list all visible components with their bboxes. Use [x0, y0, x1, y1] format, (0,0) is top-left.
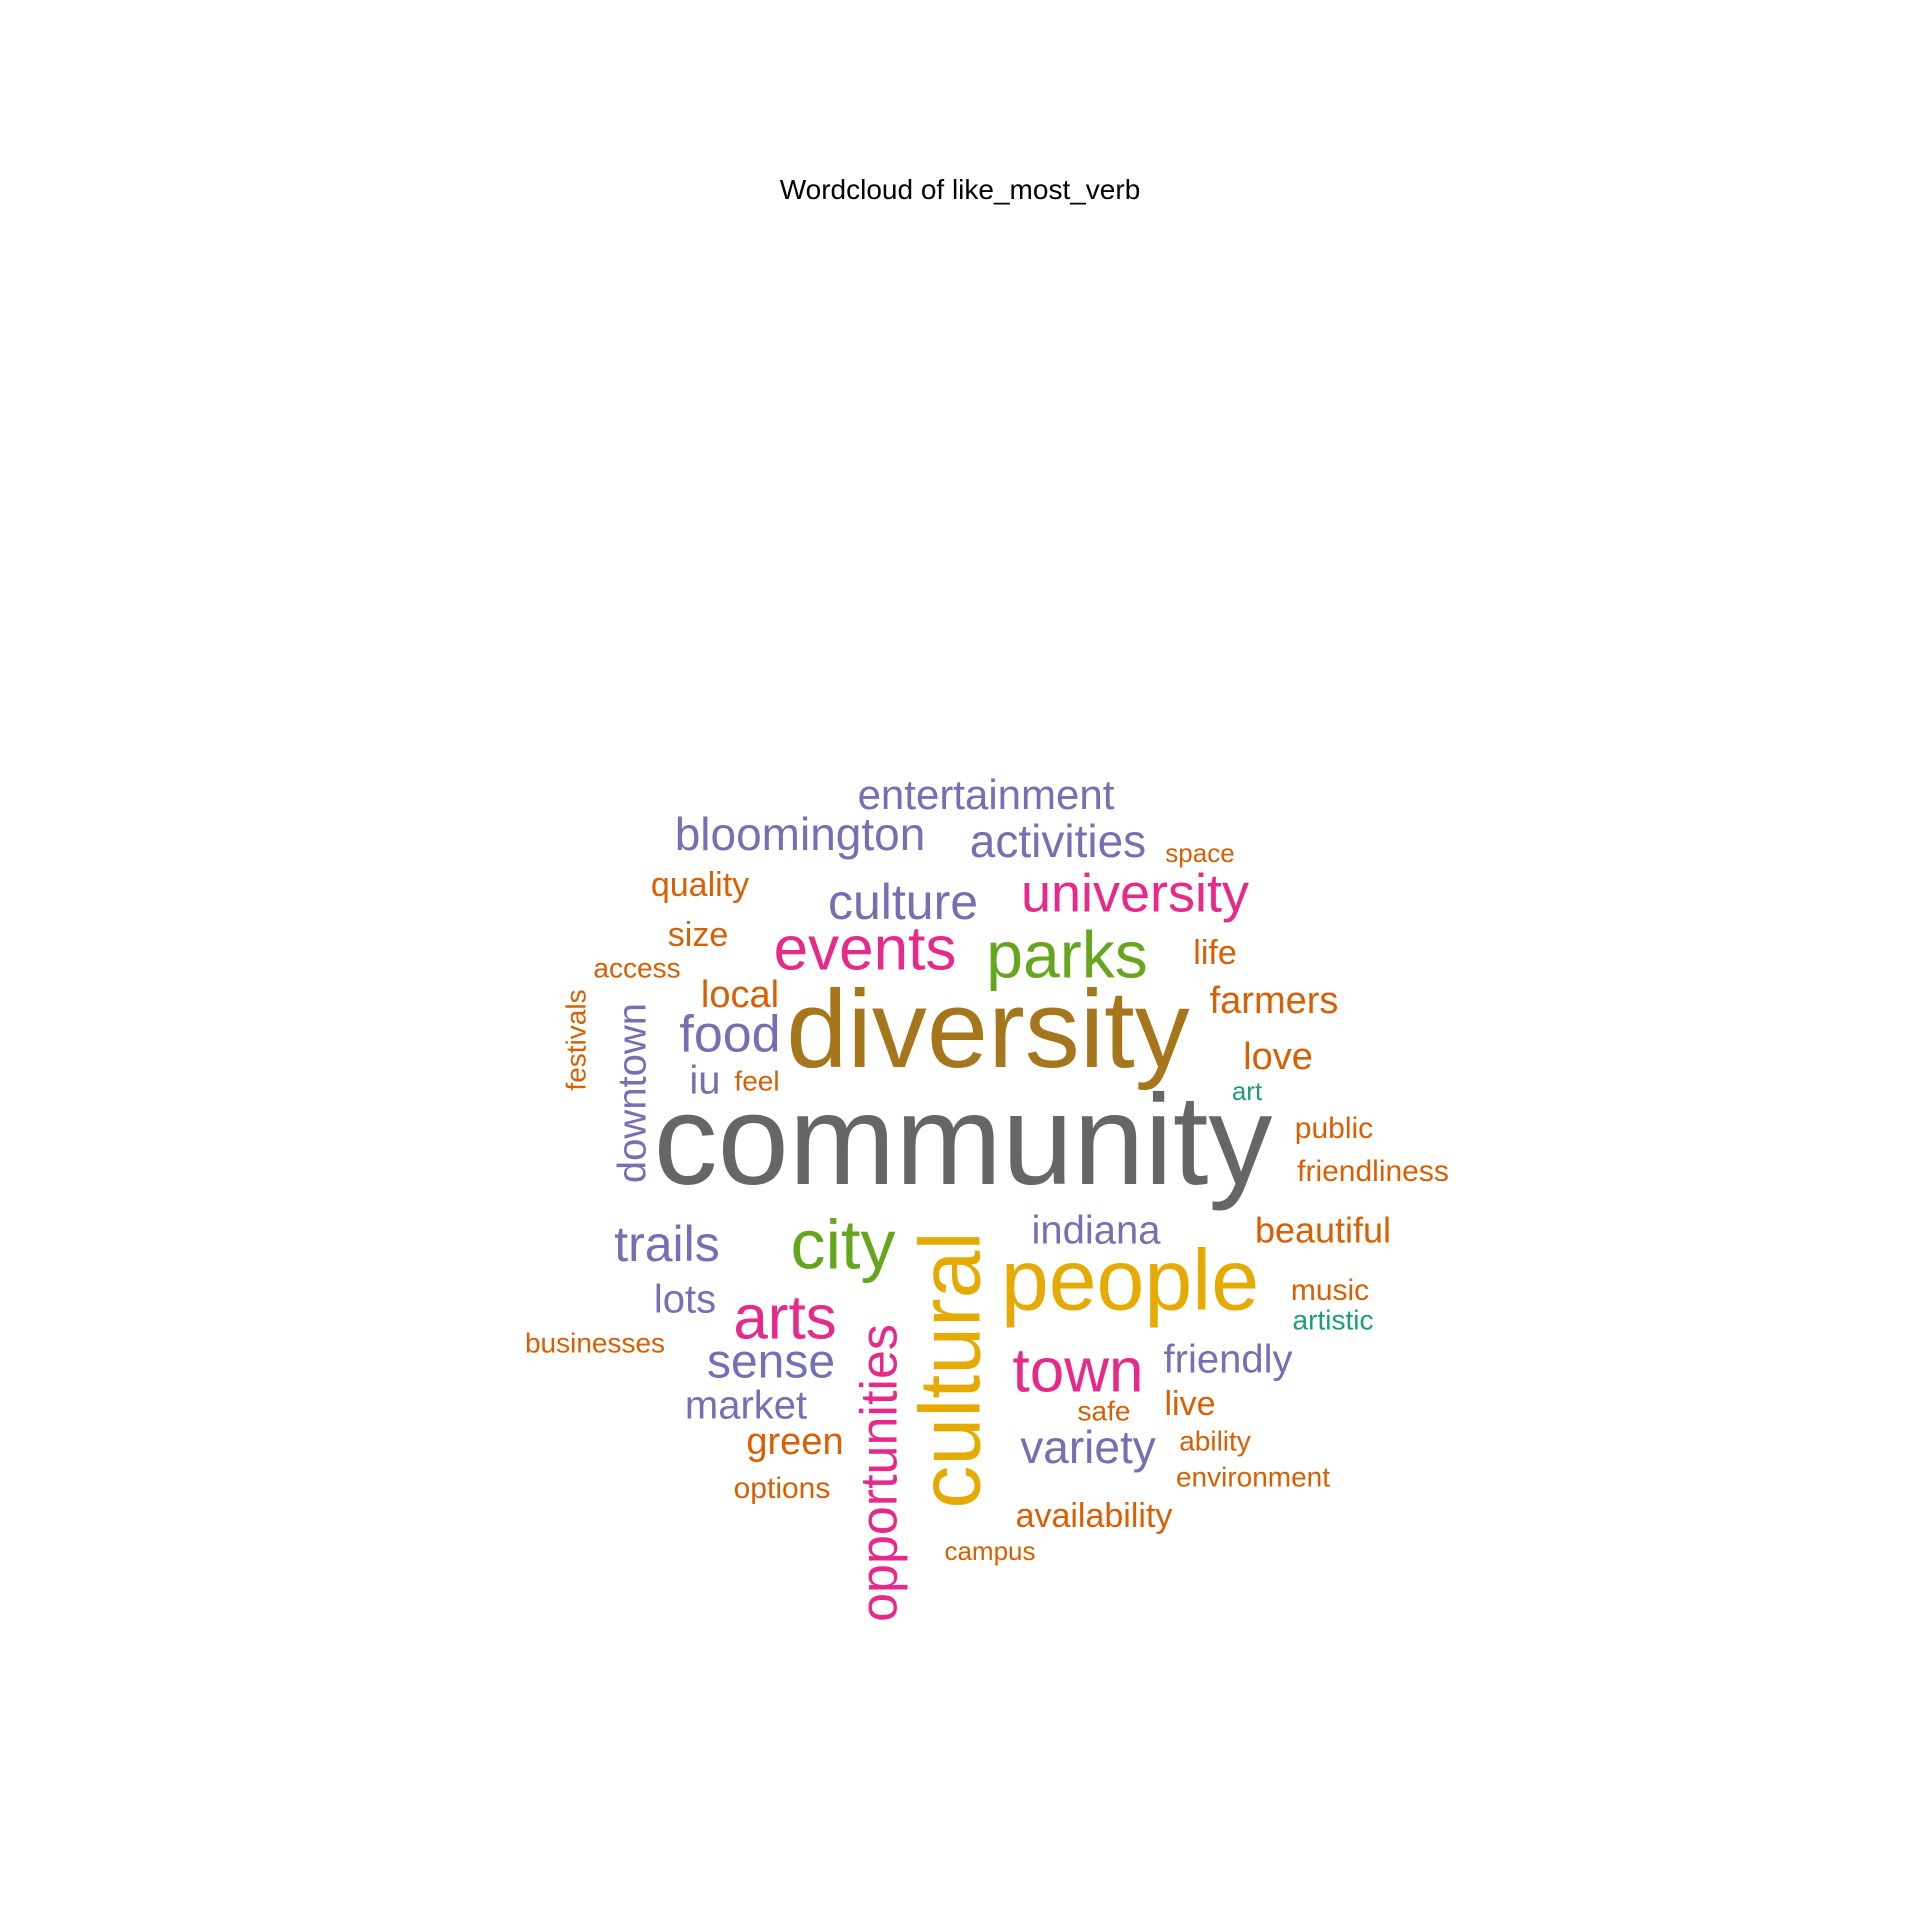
word-university: university	[1021, 863, 1249, 923]
word-downtown: downtown	[611, 1003, 655, 1183]
word-businesses: businesses	[525, 1327, 665, 1358]
word-people: people	[1001, 1233, 1259, 1329]
word-friendliness: friendliness	[1297, 1155, 1449, 1188]
word-friendly: friendly	[1164, 1338, 1293, 1382]
word-cultural: cultural	[903, 1231, 999, 1508]
word-live: live	[1164, 1385, 1215, 1423]
word-beautiful: beautiful	[1255, 1210, 1391, 1251]
word-events: events	[774, 914, 957, 983]
word-activities: activities	[970, 815, 1146, 867]
word-indiana: indiana	[1031, 1209, 1161, 1253]
word-feel: feel	[734, 1065, 779, 1096]
word-local: local	[701, 974, 779, 1016]
word-options: options	[734, 1472, 831, 1505]
word-city: city	[791, 1205, 896, 1283]
word-love: love	[1243, 1036, 1313, 1078]
word-trails: trails	[614, 1216, 720, 1272]
word-opportunities: opportunities	[851, 1324, 909, 1622]
word-access: access	[593, 952, 680, 983]
word-variety: variety	[1020, 1421, 1155, 1473]
word-bloomington: bloomington	[675, 808, 926, 860]
word-ability: ability	[1179, 1425, 1251, 1456]
word-size: size	[668, 916, 728, 954]
word-farmers: farmers	[1210, 980, 1339, 1022]
word-entertainment: entertainment	[858, 771, 1115, 818]
word-life: life	[1193, 934, 1236, 972]
word-music: music	[1291, 1274, 1369, 1307]
word-space: space	[1165, 838, 1234, 868]
word-festivals: festivals	[560, 989, 591, 1090]
word-iu: iu	[689, 1059, 720, 1103]
word-lots: lots	[654, 1278, 716, 1322]
word-safe: safe	[1078, 1395, 1131, 1426]
word-green: green	[746, 1421, 843, 1463]
word-market: market	[685, 1384, 807, 1428]
word-artistic: artistic	[1293, 1304, 1374, 1335]
word-parks: parks	[986, 917, 1147, 991]
word-community: community	[654, 1069, 1273, 1212]
word-food: food	[679, 1006, 780, 1064]
word-diversity: diversity	[786, 968, 1189, 1091]
word-environment: environment	[1176, 1461, 1330, 1492]
word-quality: quality	[651, 866, 749, 904]
word-town: town	[1013, 1336, 1144, 1405]
chart-title: Wordcloud of like_most_verb	[779, 174, 1141, 205]
word-art: art	[1232, 1076, 1263, 1106]
word-campus: campus	[944, 1536, 1035, 1566]
word-arts: arts	[733, 1283, 836, 1352]
word-availability: availability	[1016, 1497, 1173, 1535]
word-culture: culture	[828, 874, 978, 930]
word-public: public	[1295, 1112, 1373, 1145]
word-sense: sense	[707, 1336, 835, 1389]
